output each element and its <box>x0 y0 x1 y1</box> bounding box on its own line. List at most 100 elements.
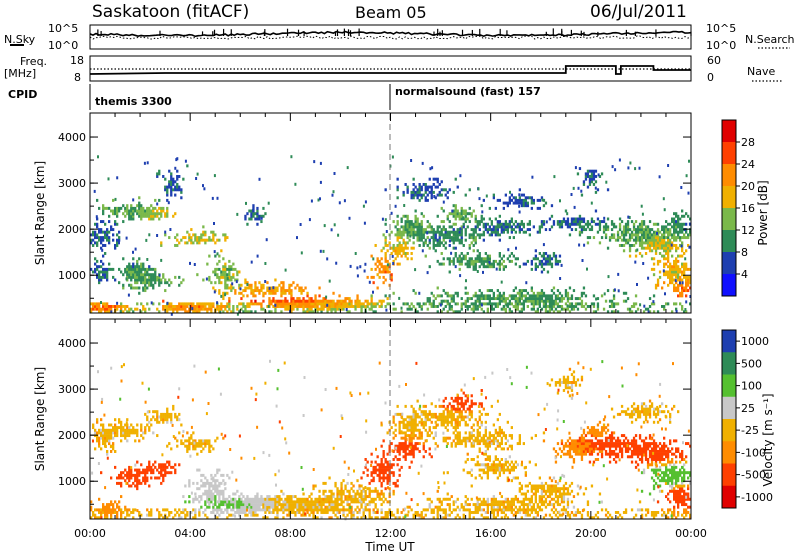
power-cell <box>612 236 616 240</box>
velocity-cell <box>372 479 375 483</box>
power-cell <box>440 241 443 245</box>
power-cell <box>360 307 363 311</box>
power-cell <box>124 214 127 218</box>
power-speckle <box>216 252 219 256</box>
power-cell <box>648 238 652 242</box>
power-cell <box>132 270 135 274</box>
power-cell <box>464 305 467 308</box>
power-cell <box>166 212 169 216</box>
power-cell <box>344 302 347 306</box>
power-cell <box>442 220 445 224</box>
velocity-cell <box>134 439 137 443</box>
velocity-cell <box>138 513 141 517</box>
power-speckle <box>652 300 655 304</box>
power-cell <box>494 230 497 234</box>
velocity-cell <box>178 431 181 435</box>
power-cell <box>406 230 409 234</box>
power-cell <box>468 259 471 263</box>
velocity-cell <box>378 476 381 480</box>
power-cell <box>584 228 588 232</box>
power-cell <box>172 310 175 314</box>
velocity-cell <box>210 492 213 496</box>
power-cell <box>416 188 419 192</box>
power-cell <box>418 228 421 232</box>
power-cell <box>140 265 143 269</box>
power-cell <box>648 220 652 224</box>
power-cell <box>646 238 650 242</box>
power-cell <box>518 265 521 269</box>
power-cell <box>454 209 457 213</box>
power-cell <box>522 225 525 229</box>
power-speckle <box>170 312 173 316</box>
power-cell <box>300 291 303 295</box>
velocity-cell <box>406 444 409 448</box>
velocity-cell <box>114 508 117 512</box>
power-cell <box>542 222 546 226</box>
power-cell <box>148 278 151 282</box>
power-cell <box>166 281 169 285</box>
power-cell <box>292 299 295 303</box>
velocity-cell <box>292 503 295 507</box>
velocity-cell <box>426 497 429 501</box>
power-cell <box>202 305 205 308</box>
velocity-cell <box>394 484 397 488</box>
power-cell <box>166 310 169 314</box>
velocity-cell <box>148 484 151 488</box>
power-speckle <box>213 290 216 294</box>
power-speckle <box>142 288 145 292</box>
power-cell <box>330 307 333 311</box>
velocity-cell <box>130 468 133 472</box>
power-speckle <box>688 245 691 249</box>
power-speckle <box>356 266 359 270</box>
power-cell <box>630 220 634 224</box>
velocity-cell <box>154 460 157 464</box>
power-cell <box>610 305 614 308</box>
velocity-cell <box>354 497 357 501</box>
velocity-cell <box>160 481 163 485</box>
power-cell <box>542 267 546 271</box>
power-cell <box>677 267 680 271</box>
power-cell <box>90 238 93 242</box>
power-speckle <box>662 269 665 273</box>
power-cell <box>632 233 636 237</box>
velocity-cell <box>332 503 335 507</box>
power-cell <box>462 225 465 229</box>
velocity-cell <box>242 503 245 507</box>
power-cell <box>282 289 285 293</box>
power-cell <box>448 236 451 240</box>
power-cell <box>600 220 604 224</box>
power-cell <box>530 299 533 303</box>
velocity-cell <box>94 513 97 517</box>
velocity-cell <box>380 471 383 475</box>
velocity-cell <box>106 511 109 514</box>
power-cell <box>552 252 556 255</box>
power-cell <box>538 262 541 266</box>
velocity-cell <box>96 516 99 520</box>
velocity-cell <box>438 418 441 422</box>
power-cell <box>136 273 139 277</box>
velocity-cell <box>138 468 141 472</box>
power-cell <box>460 252 463 255</box>
velocity-cell <box>330 516 333 520</box>
velocity-cell <box>220 503 223 507</box>
power-cell <box>110 209 113 213</box>
power-cell <box>202 302 205 306</box>
power-cell <box>687 281 690 285</box>
velocity-cell <box>328 476 331 480</box>
power-cell <box>386 302 389 306</box>
power-cell <box>112 228 115 232</box>
power-cell <box>152 212 155 216</box>
velocity-cell <box>126 511 129 514</box>
power-cell <box>102 307 105 311</box>
velocity-cell <box>442 404 445 408</box>
power-cell <box>168 283 171 287</box>
power-cell <box>346 302 349 306</box>
power-cell <box>476 254 479 258</box>
power-cell <box>96 275 99 279</box>
power-cell <box>108 220 111 224</box>
power-cell <box>656 262 660 266</box>
velocity-cell <box>204 481 207 485</box>
power-cell <box>224 286 227 290</box>
power-cell <box>150 204 153 208</box>
velocity-cell <box>288 511 291 514</box>
